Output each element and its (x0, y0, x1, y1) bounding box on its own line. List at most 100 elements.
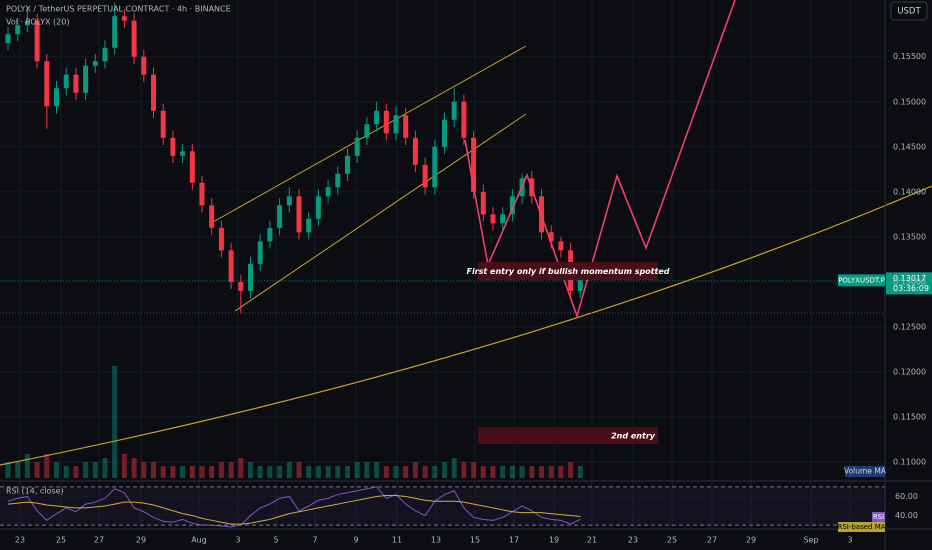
volume-bar (393, 466, 399, 478)
x-tick-label: 23 (628, 536, 638, 545)
candle-body (471, 137, 477, 192)
x-tick-label: 25 (56, 536, 66, 545)
candle-body (5, 34, 11, 44)
volume-bar (5, 462, 11, 478)
candle-body (383, 110, 389, 134)
candle-body (267, 227, 273, 242)
candle-body (364, 124, 370, 138)
y-tick-label: 0.14000 (893, 187, 926, 196)
volume-bar (102, 458, 108, 478)
volume-bar (63, 466, 69, 478)
volume-bar (54, 462, 59, 478)
volume-bar (257, 466, 263, 478)
candle-body (199, 182, 205, 206)
candle-body (461, 101, 467, 138)
x-tick-label: 13 (431, 536, 441, 545)
volume-bar (577, 466, 583, 478)
volume-bar (238, 458, 244, 478)
grid (0, 0, 885, 529)
x-tick-label: 27 (94, 536, 104, 545)
rsi-tick-label: 60.00 (895, 492, 918, 501)
x-tick-label: Sep (803, 536, 818, 545)
volume-bar (354, 462, 360, 478)
candle-body (238, 281, 244, 291)
x-tick-label: Aug (191, 536, 207, 545)
y-tick-label: 0.11500 (893, 412, 926, 421)
currency[interactable]: USDT (897, 7, 921, 17)
volume-bar (422, 466, 428, 478)
y-tick-label: 0.14500 (893, 142, 926, 151)
volume-bar (15, 462, 21, 478)
volume-bar (73, 466, 79, 478)
volume-bar (490, 466, 496, 478)
currency-button[interactable] (890, 1, 928, 21)
volume-bar (374, 462, 380, 478)
volume-ma-label: Volume MA (844, 467, 887, 476)
annotation: First entry only if bullish momentum spo… (467, 267, 670, 276)
x-tick-label: 15 (470, 536, 480, 545)
symbol-label: POLYXUSDT.P (838, 276, 885, 284)
volume-bar (296, 462, 302, 478)
volume-bar (529, 466, 535, 478)
x-tick-label: 19 (549, 536, 559, 545)
y-tick-label: 0.12000 (893, 367, 926, 376)
volume-bar (141, 462, 147, 478)
price-box (886, 272, 932, 295)
volume-pane (5, 366, 583, 478)
rsi-label: RSI (873, 513, 884, 521)
candle-body (374, 110, 380, 125)
symbol-box (838, 274, 885, 287)
candle-body (335, 173, 341, 188)
candle-body (257, 241, 263, 264)
candle-body (151, 74, 156, 111)
candle-body (306, 218, 312, 233)
chart-title: POLYX / TetherUS PERPETUAL CONTRACT · 4h… (6, 5, 231, 14)
volume-bar (286, 462, 292, 478)
candle-body (442, 119, 447, 147)
candle-body (315, 196, 321, 219)
candle-body (34, 20, 40, 62)
candle-body (577, 280, 583, 291)
countdown: 03:36:09 (893, 284, 929, 293)
volume-bar (480, 466, 486, 478)
candle-body (354, 137, 360, 156)
rsi-title: RSI (14, close) (6, 487, 64, 496)
candle-body (403, 115, 409, 138)
volume-bar (403, 466, 409, 478)
candle-body (24, 20, 30, 26)
candle-body (15, 25, 21, 35)
candle-body (54, 88, 59, 107)
rsi-ma-line (7, 495, 581, 525)
candle-body (83, 65, 89, 93)
candle-body (558, 241, 564, 251)
trend-curve (0, 185, 932, 466)
last-price: 0.13017 (893, 274, 926, 283)
candle-body (548, 232, 554, 242)
volume-bar (451, 458, 457, 478)
y-tick-label: 0.15000 (893, 97, 926, 106)
y-tick-label: 0.13500 (893, 232, 926, 241)
volume-bar (199, 466, 205, 478)
y-tick-label: 0.12500 (893, 322, 926, 331)
volume-bar (189, 466, 195, 478)
x-tick-label: 29 (746, 536, 756, 545)
candle-body (432, 146, 438, 188)
x-tick-label: 25 (667, 536, 677, 545)
candle-body (160, 110, 166, 138)
label-box (838, 522, 885, 532)
volume-bar (228, 462, 234, 478)
x-tick-label: 21 (587, 536, 597, 545)
volume-bar (315, 466, 321, 478)
candle-body (44, 61, 50, 107)
candle-body (296, 196, 302, 233)
volume-bar (568, 462, 574, 478)
volume-bar (548, 466, 554, 478)
candle-body (112, 16, 118, 48)
volume-bar (34, 462, 40, 478)
x-tick-label: 3 (847, 536, 852, 545)
channel-lower (234, 113, 527, 312)
candle-body (490, 214, 496, 224)
candle-body (189, 151, 195, 183)
volume-bar (267, 466, 273, 478)
